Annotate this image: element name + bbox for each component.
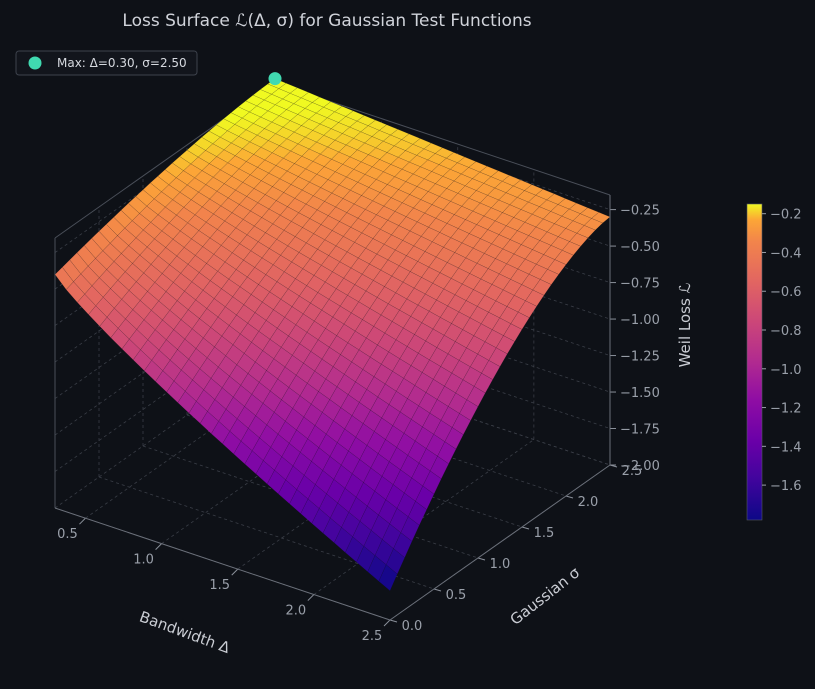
x-tick xyxy=(155,543,162,550)
surface-patch xyxy=(569,232,589,247)
legend-box xyxy=(15,50,198,76)
y-axis-line xyxy=(389,464,611,621)
colorbar-tick-label: −0.2 xyxy=(770,208,802,223)
z-tick-label: −0.75 xyxy=(620,277,660,292)
colorbar-tick-label: −1.2 xyxy=(770,402,802,417)
colorbar-gradient xyxy=(746,203,763,521)
y-axis-label: Gaussian σ xyxy=(507,563,584,629)
y-tick-label: 0.5 xyxy=(446,588,467,603)
y-tick-label: 2.5 xyxy=(622,464,643,479)
surface-patch xyxy=(444,427,464,450)
z-tick-label: −0.25 xyxy=(620,204,660,219)
surface-patch xyxy=(503,323,523,342)
x-axis-label: Bandwidth Δ xyxy=(137,608,233,658)
z-tick-label: −1.75 xyxy=(620,423,660,438)
y-tick xyxy=(477,557,486,561)
surface-patch xyxy=(547,259,567,275)
z-tick-label: −2.00 xyxy=(620,459,660,474)
surface-patch xyxy=(459,399,479,421)
colorbar-tick-label: −1.4 xyxy=(770,440,802,455)
surface-patch xyxy=(378,564,398,592)
surface-patch xyxy=(488,347,508,367)
colorbar-tick-label: −0.8 xyxy=(770,324,802,339)
y-tick-label: 0.0 xyxy=(402,619,423,634)
colorbar-tick-label: −1.0 xyxy=(770,363,802,378)
max-point-marker xyxy=(268,72,282,86)
surface-patch xyxy=(422,470,442,495)
x-axis-line xyxy=(54,507,391,621)
axes: 0.51.01.52.02.50.00.51.01.52.02.5−2.00−1… xyxy=(54,195,660,644)
y-tick xyxy=(389,619,398,623)
z-tick-label: −1.25 xyxy=(620,350,660,365)
pane-edge xyxy=(274,82,611,196)
colorbar-tick-label: −0.4 xyxy=(770,246,802,261)
x-tick-label: 1.5 xyxy=(209,578,230,593)
y-tick-label: 1.5 xyxy=(534,526,555,541)
surface-patch xyxy=(400,516,420,542)
z-tick-label: −1.50 xyxy=(620,386,660,401)
y-tick xyxy=(521,526,530,530)
legend-label: Max: Δ=0.30, σ=2.50 xyxy=(57,56,187,70)
surface-patch xyxy=(429,455,449,480)
legend: Max: Δ=0.30, σ=2.50 xyxy=(15,50,198,76)
x-tick-label: 2.0 xyxy=(286,604,307,619)
x-tick-label: 0.5 xyxy=(57,527,78,542)
surface-patch xyxy=(473,372,493,394)
colorbar-tick-label: −0.6 xyxy=(770,285,802,300)
grid-line xyxy=(313,439,535,595)
loss-surface xyxy=(54,72,611,592)
x-tick-label: 1.0 xyxy=(133,553,154,568)
y-tick xyxy=(565,495,574,499)
y-tick xyxy=(433,588,442,592)
x-tick xyxy=(79,517,86,525)
x-tick xyxy=(383,619,391,627)
z-axis-label: Weil Loss ℒ xyxy=(676,283,694,368)
z-tick-label: −1.00 xyxy=(620,313,660,328)
y-tick-label: 1.0 xyxy=(490,557,511,572)
legend-marker xyxy=(28,56,42,70)
colorbar-tick-label: −1.6 xyxy=(770,479,802,494)
y-tick-label: 2.0 xyxy=(578,495,599,510)
surface-patch xyxy=(525,289,545,307)
colorbar: −1.6 −1.4 −1.2 −1.0 −0.8 −0.6 −0.4 −0.2 xyxy=(746,203,802,521)
x-tick xyxy=(307,594,315,601)
x-tick xyxy=(231,568,239,576)
chart-title: Loss Surface ℒ(Δ, σ) for Gaussian Test F… xyxy=(122,11,531,31)
x-tick-label: 2.5 xyxy=(362,629,383,644)
z-tick-label: −0.50 xyxy=(620,240,660,255)
